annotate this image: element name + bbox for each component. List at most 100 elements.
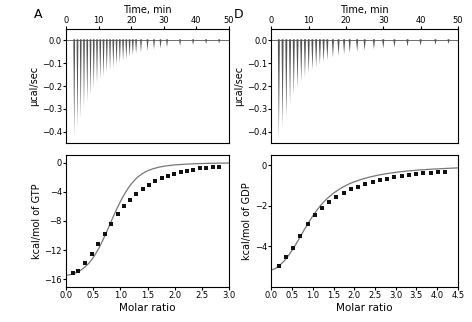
X-axis label: Molar ratio: Molar ratio — [337, 303, 393, 313]
Polygon shape — [435, 39, 437, 45]
Polygon shape — [129, 39, 130, 57]
Polygon shape — [447, 39, 449, 44]
Point — [202, 165, 210, 170]
Point — [69, 271, 76, 276]
Point — [398, 173, 405, 178]
Point — [282, 255, 290, 260]
Point — [152, 178, 159, 184]
Point — [189, 167, 197, 172]
Point — [183, 168, 191, 173]
Polygon shape — [219, 39, 220, 43]
Point — [354, 184, 362, 189]
Y-axis label: kcal/mol of GTP: kcal/mol of GTP — [32, 183, 42, 259]
Polygon shape — [382, 39, 384, 48]
Point — [290, 246, 297, 251]
Point — [362, 181, 369, 186]
Polygon shape — [153, 39, 155, 50]
Point — [442, 169, 449, 174]
Point — [126, 197, 134, 203]
Polygon shape — [100, 39, 101, 79]
Point — [120, 204, 127, 209]
Polygon shape — [406, 39, 408, 47]
X-axis label: Time, min: Time, min — [340, 5, 389, 15]
Polygon shape — [205, 39, 207, 44]
Text: A: A — [34, 8, 42, 22]
Point — [340, 190, 348, 195]
Polygon shape — [319, 39, 321, 65]
Polygon shape — [394, 39, 396, 47]
Polygon shape — [420, 39, 421, 46]
Polygon shape — [337, 39, 339, 56]
Polygon shape — [106, 39, 108, 72]
Polygon shape — [166, 39, 168, 47]
Polygon shape — [315, 39, 317, 67]
Point — [391, 175, 398, 180]
Polygon shape — [83, 39, 85, 109]
Point — [107, 221, 115, 226]
Polygon shape — [122, 39, 124, 61]
Point — [158, 175, 165, 181]
Point — [384, 176, 391, 181]
Point — [326, 199, 333, 204]
Polygon shape — [343, 39, 345, 54]
Polygon shape — [293, 39, 295, 95]
Polygon shape — [323, 39, 325, 62]
Polygon shape — [147, 39, 148, 51]
Polygon shape — [327, 39, 328, 60]
Polygon shape — [332, 39, 334, 58]
Polygon shape — [278, 39, 280, 138]
Point — [434, 169, 442, 175]
Polygon shape — [76, 39, 78, 127]
Polygon shape — [192, 39, 194, 45]
Point — [74, 268, 82, 273]
Polygon shape — [289, 39, 291, 104]
Polygon shape — [364, 39, 365, 51]
Point — [114, 212, 121, 217]
Point — [319, 205, 326, 210]
Polygon shape — [119, 39, 121, 63]
Point — [164, 173, 172, 178]
Polygon shape — [349, 39, 351, 53]
Polygon shape — [90, 39, 91, 95]
Point — [296, 233, 304, 239]
Point — [427, 170, 435, 175]
Point — [177, 170, 185, 175]
Y-axis label: μcal/sec: μcal/sec — [29, 66, 39, 106]
Point — [405, 172, 413, 177]
Polygon shape — [304, 39, 306, 77]
Polygon shape — [126, 39, 127, 59]
Polygon shape — [135, 39, 137, 54]
Point — [196, 166, 203, 171]
Point — [333, 194, 340, 199]
Point — [304, 222, 312, 227]
X-axis label: Time, min: Time, min — [123, 5, 172, 15]
Polygon shape — [80, 39, 82, 118]
Polygon shape — [282, 39, 284, 127]
Point — [209, 165, 216, 170]
Polygon shape — [109, 39, 111, 70]
Polygon shape — [356, 39, 358, 52]
Point — [369, 179, 377, 185]
Point — [132, 191, 140, 196]
Point — [88, 251, 95, 256]
Polygon shape — [86, 39, 88, 102]
Text: D: D — [234, 8, 244, 22]
Polygon shape — [312, 39, 313, 70]
Polygon shape — [132, 39, 134, 55]
Point — [420, 171, 427, 176]
Point — [376, 178, 384, 183]
Polygon shape — [373, 39, 375, 49]
Polygon shape — [96, 39, 98, 84]
Polygon shape — [116, 39, 118, 65]
Polygon shape — [308, 39, 310, 73]
Polygon shape — [74, 39, 75, 136]
Point — [81, 261, 89, 266]
Polygon shape — [103, 39, 104, 77]
Y-axis label: kcal/mol of GDP: kcal/mol of GDP — [242, 182, 252, 260]
Point — [101, 232, 109, 237]
Point — [413, 171, 420, 176]
Point — [94, 242, 102, 247]
Point — [139, 186, 146, 192]
Polygon shape — [93, 39, 94, 88]
X-axis label: Molar ratio: Molar ratio — [119, 303, 176, 313]
